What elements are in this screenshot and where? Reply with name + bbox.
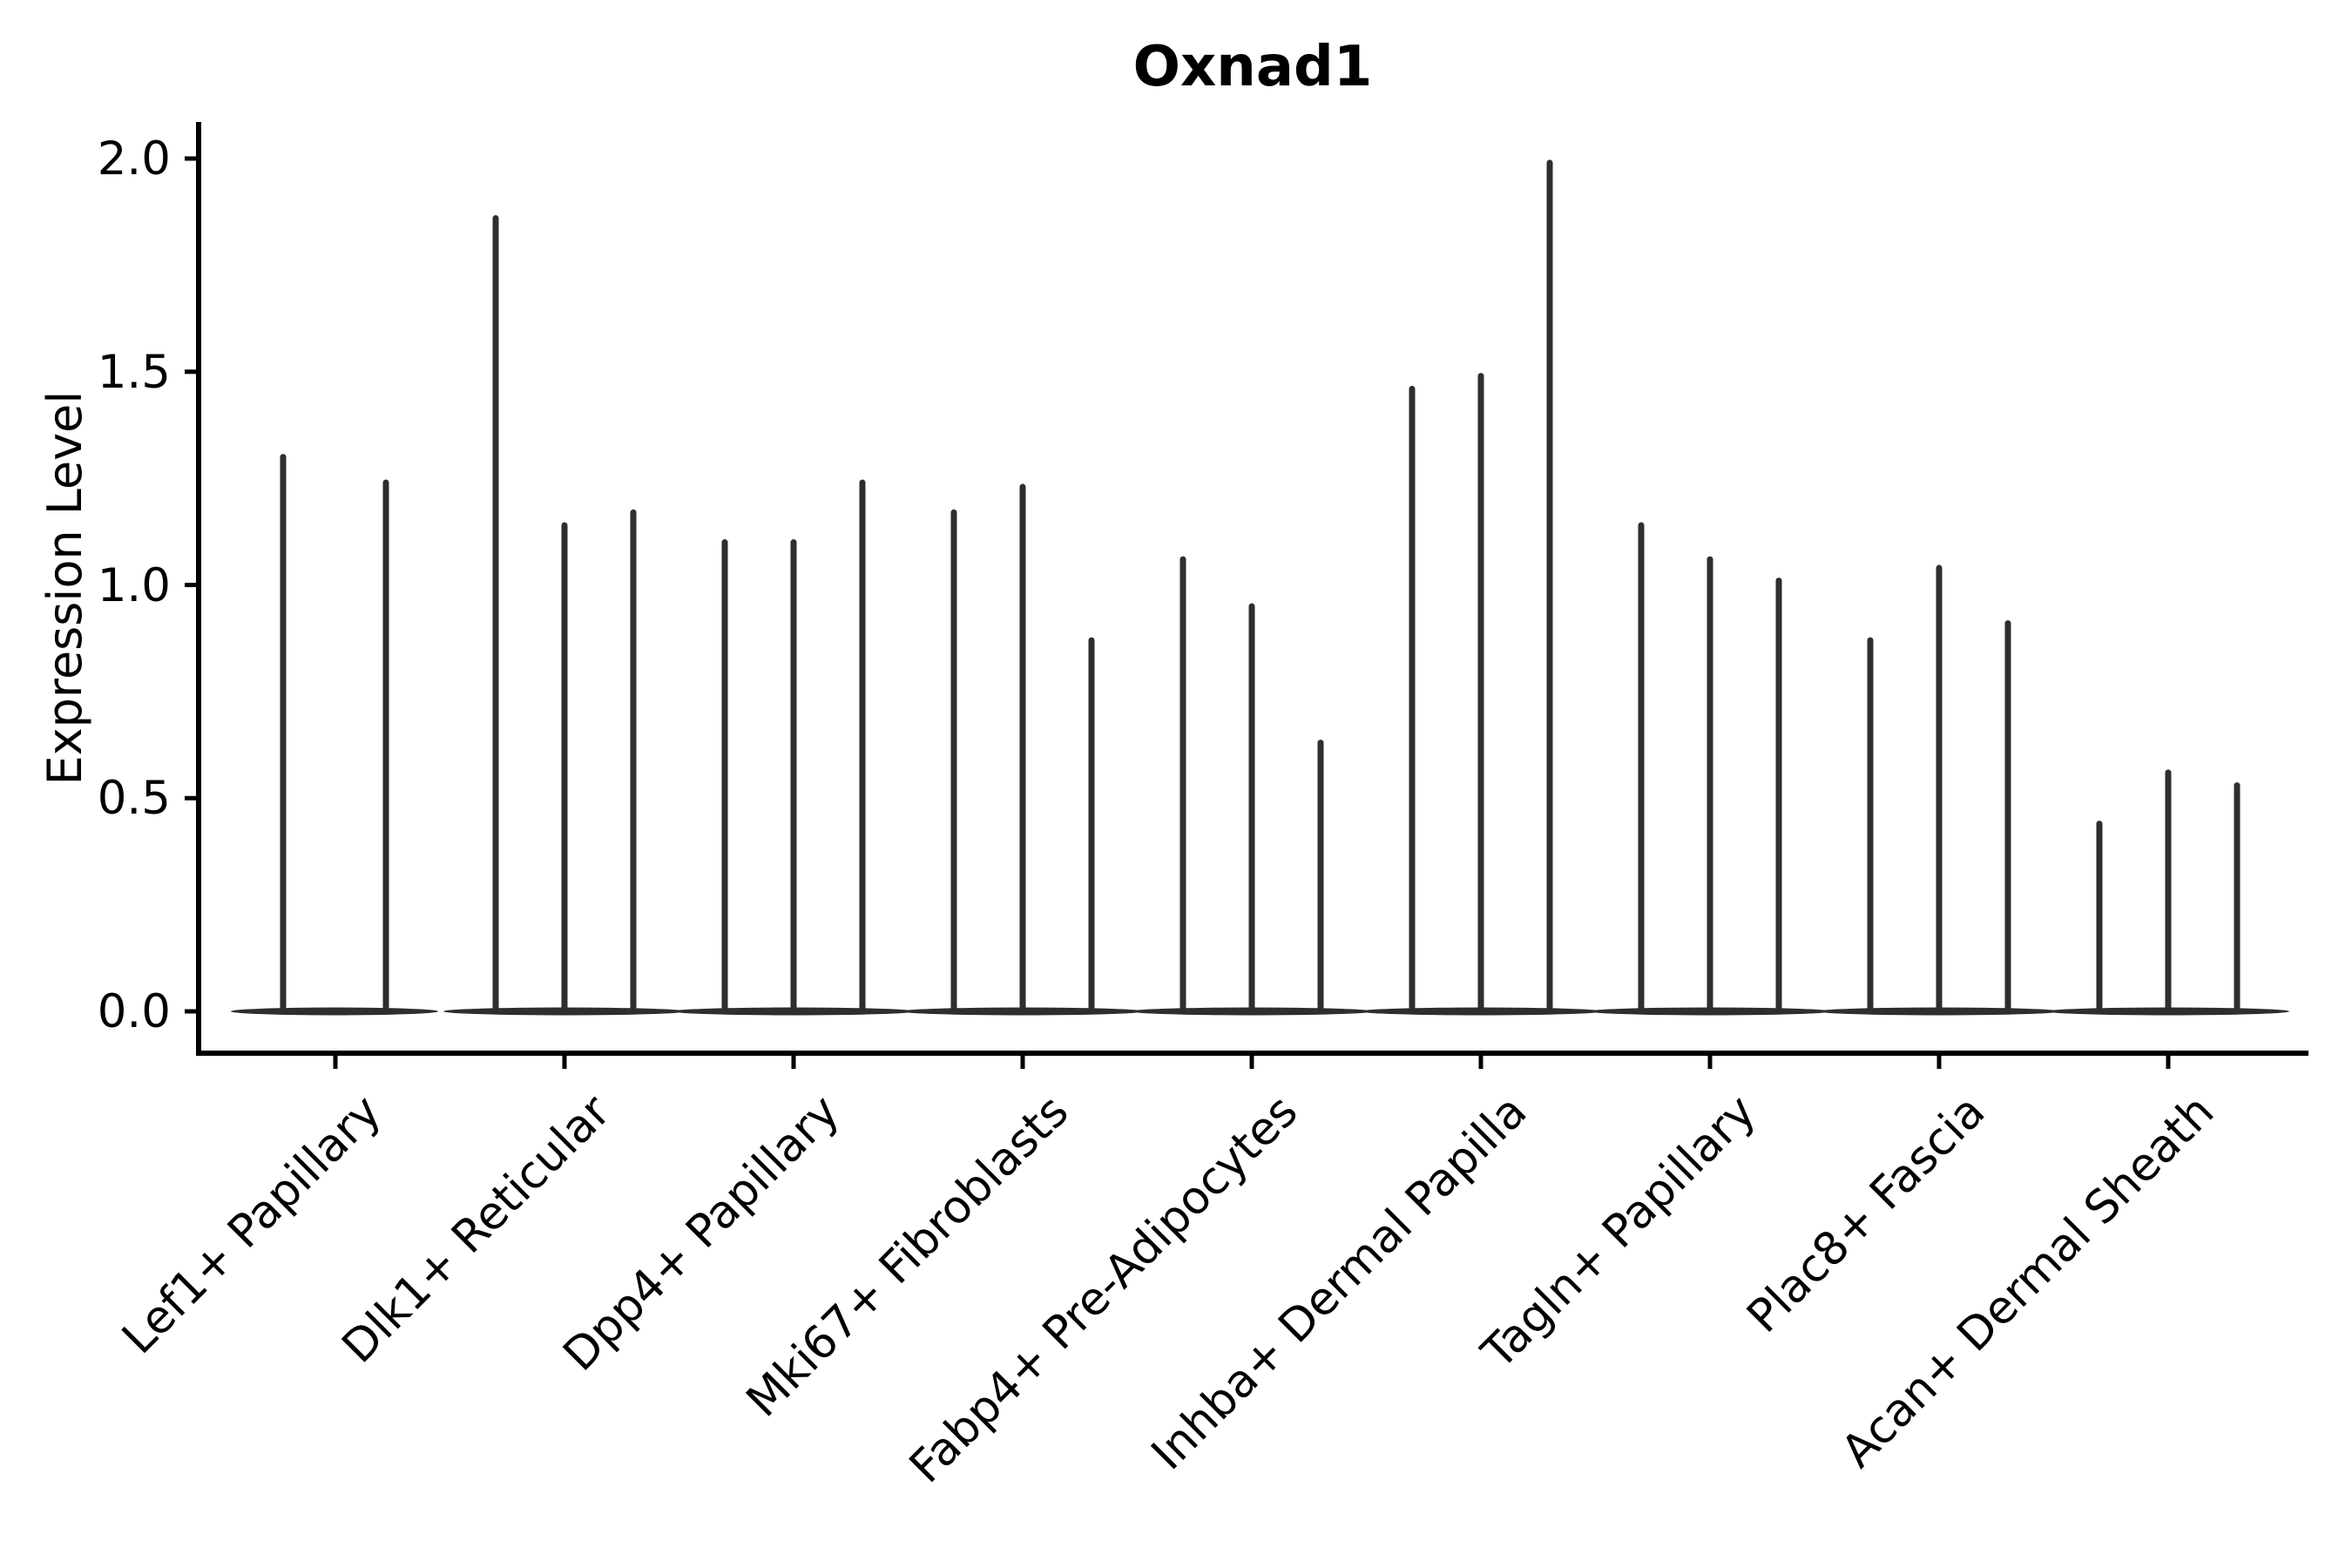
y-tick-label-1.5: 1.5 — [97, 346, 171, 399]
y-tick-label-0.0: 0.0 — [97, 985, 171, 1038]
y-tick-label-2.0: 2.0 — [97, 132, 171, 186]
y-tick-label-0.5: 0.5 — [97, 772, 171, 825]
y-tick-label-1.0: 1.0 — [97, 559, 171, 612]
violin-base-1 — [231, 1007, 438, 1016]
chart-title: Oxnad1 — [1132, 35, 1373, 99]
